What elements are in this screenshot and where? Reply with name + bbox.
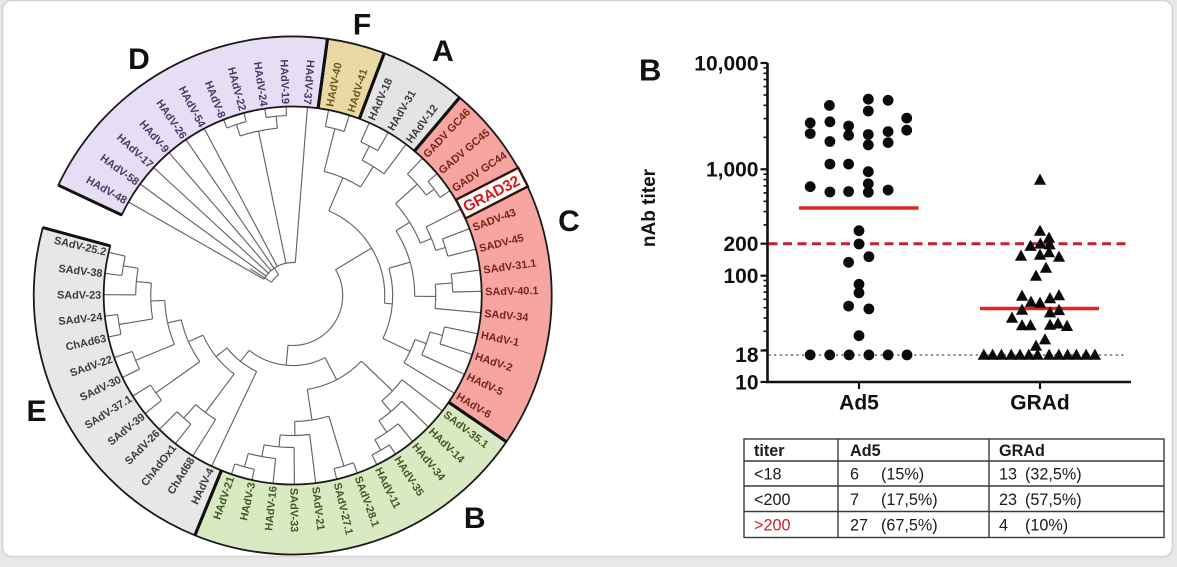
svg-text:SAdV-24: SAdV-24	[58, 311, 103, 328]
svg-text:13: 13	[999, 466, 1017, 484]
svg-text:SAdV-23: SAdV-23	[57, 290, 101, 302]
svg-text:<18: <18	[754, 466, 781, 484]
svg-text:(10%): (10%)	[1025, 517, 1068, 535]
svg-text:7: 7	[850, 491, 859, 509]
svg-text:(57,5%): (57,5%)	[1025, 491, 1082, 509]
svg-text:27: 27	[850, 517, 868, 535]
svg-text:>200: >200	[754, 517, 790, 535]
svg-text:10: 10	[735, 371, 758, 394]
svg-text:<200: <200	[754, 491, 790, 509]
svg-text:10,000: 10,000	[694, 52, 758, 75]
svg-text:1,000: 1,000	[706, 159, 759, 182]
svg-text:(15%): (15%)	[881, 466, 924, 484]
svg-text:C: C	[558, 205, 580, 238]
svg-text:nAb titer: nAb titer	[639, 168, 660, 247]
svg-text:23: 23	[999, 491, 1017, 509]
svg-text:B: B	[464, 502, 486, 535]
svg-text:6: 6	[850, 466, 859, 484]
svg-text:Ad5: Ad5	[850, 442, 881, 460]
svg-text:SAdV-40.1: SAdV-40.1	[485, 285, 539, 298]
svg-text:(32,5%): (32,5%)	[1025, 466, 1082, 484]
svg-text:SAdV-38: SAdV-38	[58, 263, 103, 280]
svg-text:F: F	[353, 8, 371, 41]
svg-text:SAdV-34: SAdV-34	[484, 308, 529, 324]
svg-text:Ad5: Ad5	[839, 392, 879, 415]
svg-text:HAdV-16: HAdV-16	[263, 485, 280, 531]
svg-text:(17,5%): (17,5%)	[881, 491, 938, 509]
svg-text:GRAd: GRAd	[1010, 392, 1070, 415]
svg-text:SAdV-21: SAdV-21	[309, 486, 326, 531]
svg-text:titer: titer	[754, 442, 785, 460]
svg-text:SAdV-33: SAdV-33	[287, 488, 299, 532]
svg-text:D: D	[128, 43, 150, 76]
svg-text:18: 18	[735, 344, 759, 367]
svg-text:GRAd: GRAd	[999, 442, 1045, 460]
svg-text:HAdV-19: HAdV-19	[277, 59, 291, 104]
svg-text:100: 100	[723, 265, 758, 288]
svg-text:B: B	[639, 53, 661, 88]
svg-text:A: A	[432, 35, 454, 68]
svg-text:200: 200	[723, 233, 758, 256]
svg-text:HAdV-37: HAdV-37	[301, 59, 316, 105]
svg-text:4: 4	[999, 517, 1008, 535]
svg-text:(67,5%): (67,5%)	[881, 517, 938, 535]
svg-text:E: E	[26, 395, 46, 428]
